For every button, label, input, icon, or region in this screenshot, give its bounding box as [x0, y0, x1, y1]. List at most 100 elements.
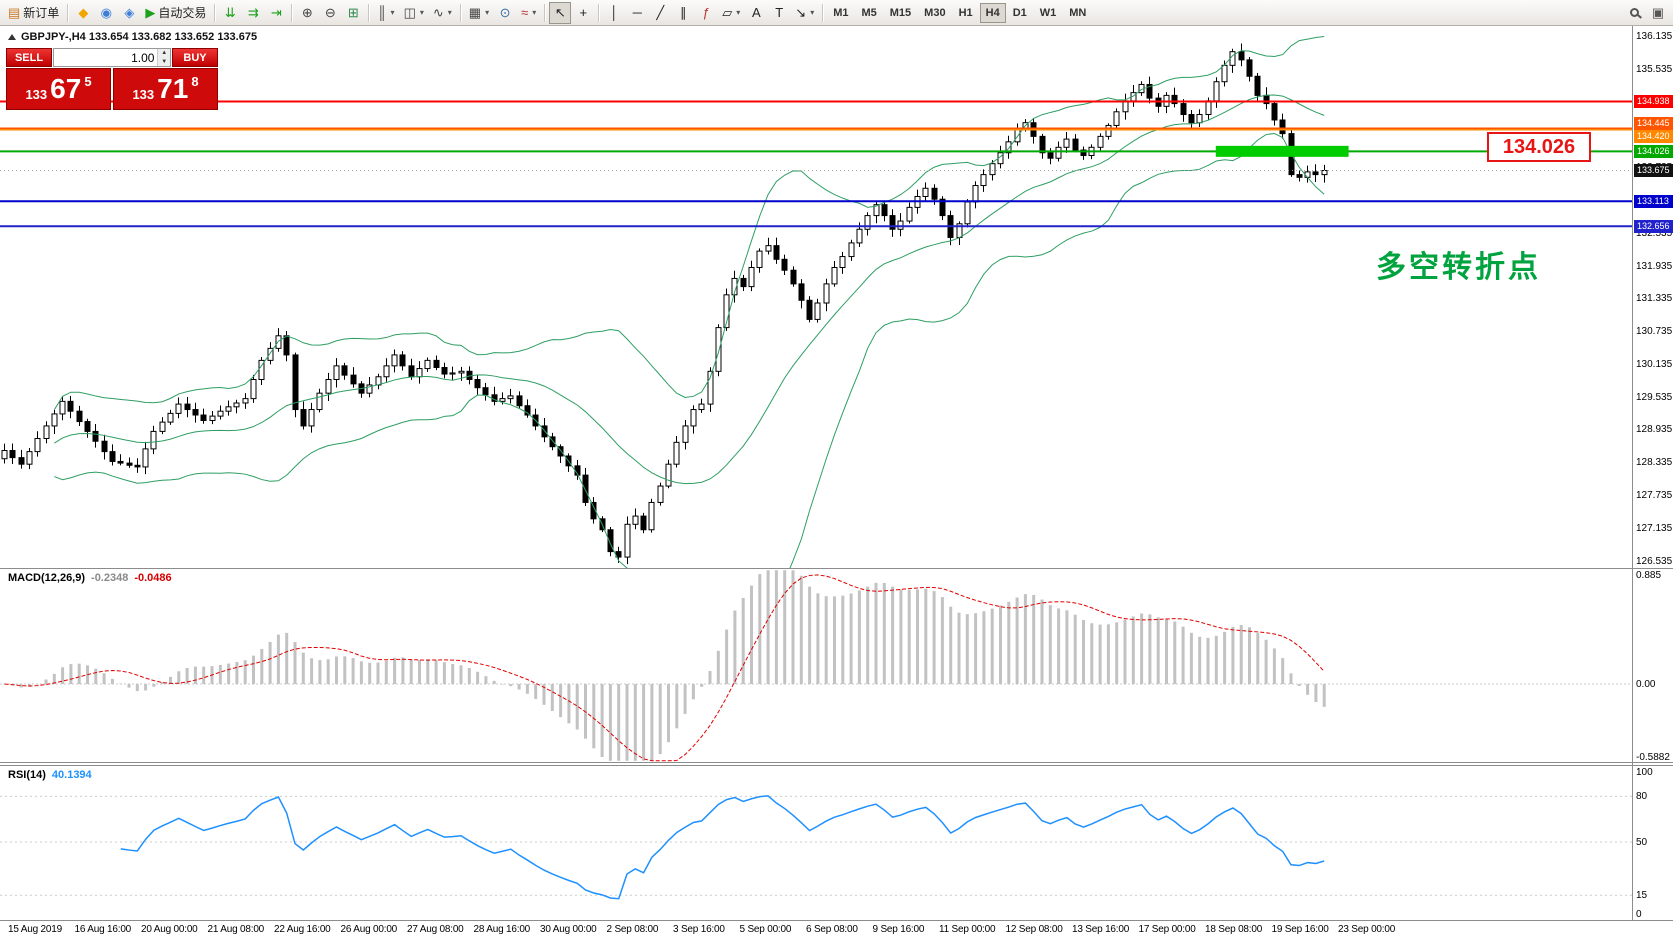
timeframe-m15[interactable]: M15	[884, 3, 917, 23]
grid-button[interactable]: ⊞	[342, 2, 364, 24]
new-chart-button[interactable]: ▦ ▾	[465, 2, 493, 24]
chart-shift-icon: ⇉	[247, 5, 259, 20]
timeframe-d1[interactable]: D1	[1007, 3, 1033, 23]
vertical-line-icon: │	[610, 5, 619, 20]
toolbar-separator	[67, 3, 69, 22]
auto-scroll-button[interactable]: ⇊	[219, 2, 241, 24]
horizontal-line-button[interactable]: ─	[626, 2, 648, 24]
volume-field: ▲ ▼	[53, 48, 171, 67]
price-line-tag: 134.420	[1634, 130, 1673, 144]
bar-chart-icon: ║	[377, 5, 387, 20]
market-icon: ◆	[78, 5, 89, 20]
turning-point-annotation: 多空转折点	[1376, 251, 1541, 284]
time-axis-label: 26 Aug 00:00	[340, 924, 398, 935]
arrows-icon: ↘	[795, 5, 807, 20]
volume-down-button[interactable]: ▼	[158, 57, 170, 66]
arrows-button[interactable]: ↘ ▾	[791, 2, 818, 24]
vertical-line-button[interactable]: │	[603, 2, 625, 24]
text-label-icon: T	[775, 5, 784, 20]
one-click-collapse-icon[interactable]	[8, 34, 16, 40]
candlestick-button[interactable]: ◫ ▾	[400, 2, 428, 24]
price-line-tag: 134.445	[1634, 116, 1673, 130]
toolbar-separator	[291, 3, 293, 22]
zoom-in-button[interactable]: ⊕	[296, 2, 318, 24]
window-layout-button[interactable]: ▣	[1647, 2, 1669, 24]
scroll-to-end-button[interactable]: ⇥	[265, 2, 287, 24]
timeframe-m5[interactable]: M5	[855, 3, 882, 23]
fibonacci-button[interactable]: ƒ	[695, 2, 717, 24]
bar-chart-button[interactable]: ║ ▾	[373, 2, 398, 24]
sell-button[interactable]: SELL	[6, 48, 52, 67]
crosshair-button[interactable]: +	[572, 2, 594, 24]
panel-separator[interactable]	[0, 762, 1673, 763]
crosshair-icon: +	[579, 5, 588, 20]
zoom-out-icon: ⊖	[324, 5, 336, 20]
volume-input[interactable]	[54, 49, 158, 66]
time-axis-label: 17 Sep 00:00	[1138, 924, 1196, 935]
rsi-name: RSI(14)	[8, 769, 46, 781]
buy-price-button[interactable]: 133 71 8	[113, 68, 218, 110]
price-axis-label: 129.535	[1636, 391, 1673, 403]
autotrading-button[interactable]: ▶ 自动交易	[141, 2, 210, 24]
price-axis-label: 128.335	[1636, 457, 1673, 469]
new-order-button[interactable]: ▤ 新订单	[4, 2, 63, 24]
timeframe-mn[interactable]: MN	[1063, 3, 1092, 23]
clock-icon: ⊙	[499, 5, 511, 20]
search-button[interactable]	[1623, 2, 1645, 24]
shapes-button[interactable]: ▱ ▾	[718, 2, 744, 24]
macd-main-value: -0.2348	[91, 572, 129, 584]
toolbar-right-group: ▣	[1623, 2, 1669, 24]
candlestick-icon: ◫	[403, 5, 416, 20]
current-price-tag: 133.675	[1634, 164, 1673, 177]
sell-price-button[interactable]: 133 67 5	[6, 68, 111, 110]
time-axis-label: 12 Sep 08:00	[1005, 924, 1063, 935]
clock-button[interactable]: ⊙	[494, 2, 516, 24]
timeframe-h1[interactable]: H1	[953, 3, 979, 23]
price-callout-box[interactable]: 134.026	[1487, 132, 1591, 162]
symbol-ohlc-text: GBPJPY-,H4 133.654 133.682 133.652 133.6…	[21, 31, 258, 43]
time-axis-label: 11 Sep 00:00	[939, 924, 996, 935]
dropdown-caret-icon: ▾	[419, 8, 424, 17]
market-button[interactable]: ◆	[72, 2, 94, 24]
trendline-button[interactable]: ╱	[649, 2, 671, 24]
timeframe-w1[interactable]: W1	[1034, 3, 1063, 23]
toolbar-separator	[598, 3, 600, 22]
cursor-button[interactable]: ↖	[549, 1, 572, 24]
trendline-icon: ╱	[656, 5, 665, 20]
new-chart-icon: ▦	[468, 5, 482, 20]
timeframe-h4[interactable]: H4	[979, 2, 1006, 23]
time-axis-label: 16 Aug 16:00	[74, 924, 132, 935]
panel-separator[interactable]	[0, 568, 1673, 569]
macd-axis-label: -0.5882	[1636, 751, 1670, 763]
community-icon: ◉	[100, 5, 112, 20]
macd-indicator-label: MACD(12,26,9) -0.2348 -0.0486	[8, 572, 172, 584]
time-axis-separator	[0, 920, 1673, 921]
grid-icon: ⊞	[347, 5, 359, 20]
macd-axis-label: 0.885	[1636, 569, 1662, 581]
volume-up-button[interactable]: ▲	[158, 49, 170, 58]
timeframe-m30[interactable]: M30	[918, 3, 951, 23]
scroll-to-end-icon: ⇥	[270, 5, 282, 20]
community-button[interactable]: ◉	[95, 2, 117, 24]
channel-button[interactable]: ∥	[672, 2, 694, 24]
buy-button[interactable]: BUY	[172, 48, 218, 67]
time-axis-label: 20 Aug 00:00	[141, 924, 198, 935]
time-axis-label: 19 Sep 16:00	[1271, 924, 1329, 935]
line-chart-icon: ∿	[432, 5, 444, 20]
zoom-out-button[interactable]: ⊖	[319, 2, 341, 24]
mql5-button[interactable]: ◈	[118, 2, 140, 24]
search-icon	[1629, 8, 1639, 17]
macd-name: MACD(12,26,9)	[8, 572, 86, 584]
text-button[interactable]: A	[745, 2, 767, 24]
chart-shift-button[interactable]: ⇉	[242, 2, 264, 24]
time-axis-label: 5 Sep 00:00	[739, 924, 792, 935]
indicators-button[interactable]: ≈ ▾	[517, 2, 540, 24]
timeframe-m1[interactable]: M1	[827, 3, 854, 23]
price-axis-label: 135.535	[1636, 63, 1673, 75]
line-chart-button[interactable]: ∿ ▾	[429, 2, 456, 24]
text-label-button[interactable]: T	[768, 2, 790, 24]
toolbar-separator	[544, 3, 546, 22]
zoom-in-icon: ⊕	[301, 5, 313, 20]
time-axis-label: 28 Aug 16:00	[473, 924, 531, 935]
